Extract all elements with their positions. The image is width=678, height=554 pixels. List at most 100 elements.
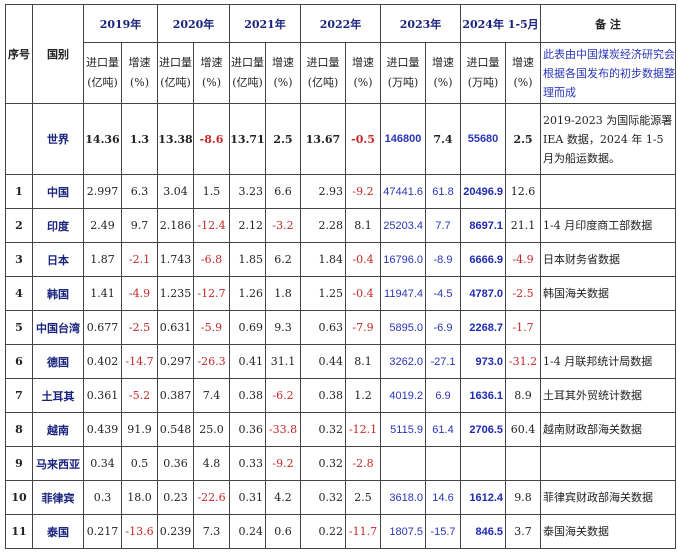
country-name: 世界 <box>32 103 84 175</box>
table-row: 3 日本 1.87 -2.1 1.743 -6.8 1.85 6.2 1.84 -0.4 16796… <box>5 242 677 277</box>
value-cell: -8.6 <box>193 103 230 175</box>
value-cell: -1.7 <box>504 310 542 345</box>
value-cell: 1.743 <box>157 242 194 277</box>
value-cell: 1.87 <box>83 242 122 277</box>
value-cell: 0.297 <box>157 344 194 379</box>
country-name: 越南 <box>32 412 84 447</box>
value-cell: -2.5 <box>121 310 158 345</box>
value-cell: 0.69 <box>229 310 266 345</box>
value-cell: -14.7 <box>121 344 158 379</box>
value-cell: -22.6 <box>193 480 230 515</box>
header-year: 2020年 <box>157 4 230 43</box>
remark-cell: 1-4 月联邦统计局数据 <box>540 344 677 379</box>
value-cell: 14.6 <box>425 480 461 515</box>
table-row: 9 马来西亚 0.34 0.5 0.36 4.8 0.33 -9.2 0.32 -2.8 <box>5 446 677 481</box>
value-cell: 2.49 <box>83 208 122 243</box>
value-cell: 0.387 <box>157 378 194 413</box>
table-row: 8 越南 0.439 91.9 0.548 25.0 0.36 -33.8 0.32 -12.1 5… <box>5 412 677 447</box>
value-cell: 2.5 <box>345 480 381 515</box>
value-cell: -15.7 <box>425 514 461 549</box>
value-cell: 5895.0 <box>380 310 426 345</box>
value-cell: 11947.4 <box>380 276 426 311</box>
value-cell: -2.8 <box>345 446 381 481</box>
value-cell: -0.4 <box>345 242 381 277</box>
value-cell: 0.217 <box>83 514 122 549</box>
header-year: 2022年 <box>300 4 381 43</box>
value-cell: -33.8 <box>265 412 301 447</box>
seq-cell: 6 <box>5 344 33 379</box>
value-cell: 9.7 <box>121 208 158 243</box>
value-cell: 12.6 <box>504 174 542 209</box>
remark-cell: 越南财政部海关数据 <box>540 412 677 447</box>
seq-cell: 1 <box>5 174 33 209</box>
value-cell: 13.38 <box>157 103 194 175</box>
value-cell: -27.1 <box>425 344 461 379</box>
remark-cell: 泰国海关数据 <box>540 514 677 549</box>
value-cell: -4.5 <box>425 276 461 311</box>
value-cell: 0.36 <box>229 412 266 447</box>
value-cell: 0.439 <box>83 412 122 447</box>
subheader-import: 进口量(亿吨) <box>229 42 266 104</box>
value-cell: 55680 <box>460 103 506 175</box>
value-cell: 0.63 <box>300 310 346 345</box>
country-name: 中国台湾 <box>32 310 84 345</box>
value-cell: 13.71 <box>229 103 266 175</box>
value-cell: -5.9 <box>193 310 230 345</box>
subheader-import: 进口量(亿吨) <box>157 42 194 104</box>
value-cell: 3.04 <box>157 174 194 209</box>
value-cell: -12.1 <box>345 412 381 447</box>
remark-cell: 1-4 月印度商工部数据 <box>540 208 677 243</box>
coal-import-table: 序号 国别 2019年 2020年 2021年 2022年 2023年 2024… <box>5 4 677 549</box>
value-cell <box>425 446 461 481</box>
table-row: 4 韩国 1.41 -4.9 1.235 -12.7 1.26 1.8 1.25 -0.4 1194… <box>5 276 677 311</box>
value-cell: 1.5 <box>193 174 230 209</box>
value-cell: -7.9 <box>345 310 381 345</box>
value-cell: 25203.4 <box>380 208 426 243</box>
value-cell: -8.9 <box>425 242 461 277</box>
seq-cell: 9 <box>5 446 33 481</box>
seq-cell: 4 <box>5 276 33 311</box>
value-cell: 47441.6 <box>380 174 426 209</box>
remark-cell: 日本财务省数据 <box>540 242 677 277</box>
value-cell: 16796.0 <box>380 242 426 277</box>
value-cell: 1.2 <box>345 378 381 413</box>
value-cell: 8697.1 <box>460 208 506 243</box>
value-cell: 20496.9 <box>460 174 506 209</box>
subheader-import: 进口量(亿吨) <box>300 42 346 104</box>
header-year: 2024年 1-5月 <box>459 4 542 43</box>
value-cell: 6.9 <box>425 378 461 413</box>
value-cell: 7.7 <box>425 208 461 243</box>
value-cell: 0.631 <box>157 310 194 345</box>
value-cell: -5.2 <box>121 378 158 413</box>
value-cell: 0.402 <box>83 344 122 379</box>
value-cell: 1.41 <box>83 276 122 311</box>
value-cell: 1807.5 <box>380 514 426 549</box>
source-note: 此表由中国煤炭经济研究会根据各国发布的初步数据整理而成 <box>540 42 677 104</box>
value-cell: 5115.9 <box>380 412 426 447</box>
value-cell: -12.4 <box>193 208 230 243</box>
subheader-growth: 增速(%) <box>265 42 301 104</box>
value-cell: 91.9 <box>121 412 158 447</box>
value-cell: 0.32 <box>300 446 346 481</box>
value-cell: 2.12 <box>229 208 266 243</box>
table-row: 7 土耳其 0.361 -5.2 0.387 7.4 0.38 -6.2 0.38 1.2 4019… <box>5 378 677 413</box>
value-cell: 0.24 <box>229 514 266 549</box>
seq-cell <box>5 103 33 175</box>
value-cell: 3.23 <box>229 174 266 209</box>
header-seq: 序号 <box>5 4 33 104</box>
value-cell: 4019.2 <box>380 378 426 413</box>
country-name: 土耳其 <box>32 378 84 413</box>
value-cell: 6.6 <box>265 174 301 209</box>
table-row-world: 世界 14.36 1.3 13.38 -8.6 13.71 2.5 13.67 -0.5 1468… <box>5 103 677 175</box>
value-cell: 2706.5 <box>460 412 506 447</box>
value-cell: 0.23 <box>157 480 194 515</box>
value-cell: 3262.0 <box>380 344 426 379</box>
value-cell: 0.6 <box>265 514 301 549</box>
country-name: 马来西亚 <box>32 446 84 481</box>
table-row: 1 中国 2.997 6.3 3.04 1.5 3.23 6.6 2.93 -9.2 47441.6… <box>5 174 677 209</box>
value-cell: 60.4 <box>504 412 542 447</box>
value-cell: 31.1 <box>265 344 301 379</box>
value-cell: -6.9 <box>425 310 461 345</box>
value-cell: 0.38 <box>229 378 266 413</box>
value-cell: 4.2 <box>265 480 301 515</box>
